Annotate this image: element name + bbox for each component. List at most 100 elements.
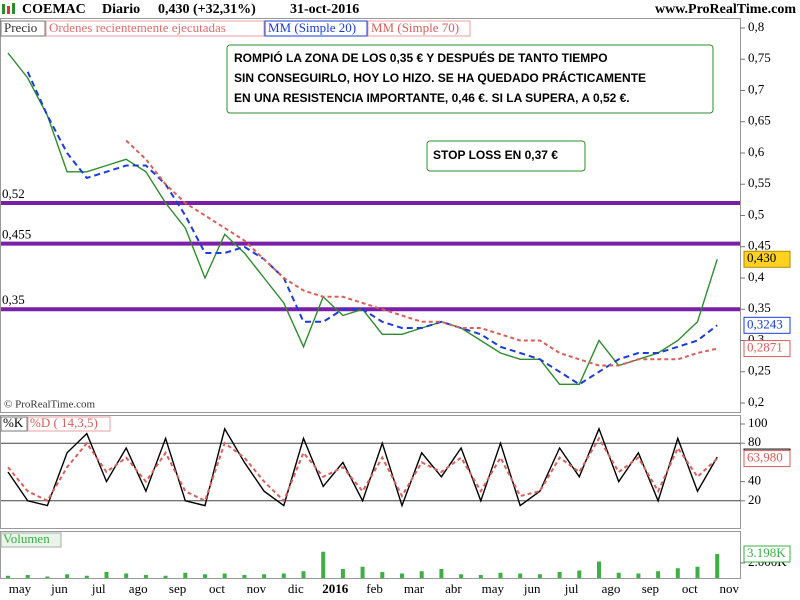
- legend-box: [0, 416, 28, 432]
- bar: [518, 573, 523, 578]
- annotation: STOP LOSS EN 0,37 €: [433, 148, 558, 162]
- annotation: ROMPIÓ LA ZONA DE LOS 0,35 € Y DESPUÉS D…: [234, 50, 608, 65]
- value-label-box: [743, 340, 791, 358]
- x-tick-label: abr: [445, 581, 462, 596]
- copyright: © ProRealTime.com: [4, 399, 96, 411]
- bar: [222, 573, 227, 578]
- legend-box: [0, 20, 46, 37]
- bar: [183, 572, 188, 578]
- x-tick-label: oct: [682, 581, 698, 596]
- legend-entry: Precio: [4, 20, 37, 35]
- value-label-box: [743, 545, 791, 563]
- bar: [124, 573, 129, 578]
- bar: [65, 574, 70, 578]
- y-tick-label: 0,55: [748, 175, 771, 190]
- bar: [597, 561, 601, 578]
- x-tick-label: ago: [129, 581, 148, 596]
- symbol: COEMAC: [22, 2, 86, 17]
- period: Diario: [102, 2, 140, 17]
- annotation: EN UNA RESISTENCIA IMPORTANTE, 0,46 €. S…: [234, 91, 630, 105]
- x-tick-label: may: [482, 581, 505, 596]
- bar: [537, 574, 542, 578]
- bar: [616, 572, 621, 578]
- legend-entry: Volumen: [3, 531, 50, 546]
- bar: [262, 574, 267, 578]
- bar: [577, 570, 582, 578]
- x-tick-label: sep: [169, 581, 186, 596]
- x-tick-label: nov: [247, 581, 267, 596]
- y-tick-label: 0,35: [748, 300, 771, 315]
- y-tick-label: 0,45: [748, 238, 771, 253]
- value-label-box: [743, 250, 791, 268]
- bar: [380, 572, 385, 578]
- y-tick-label: 0,5: [748, 206, 764, 221]
- bar: [143, 575, 148, 578]
- x-tick-label: nov: [719, 581, 739, 596]
- y-tick-label: 0,65: [748, 113, 771, 128]
- level-label: 0,455: [2, 227, 31, 242]
- bar: [400, 573, 404, 578]
- y-tick-label: 20: [748, 492, 761, 507]
- bar: [715, 554, 720, 578]
- level-label: 0,35: [2, 292, 25, 307]
- legend-box: [45, 20, 265, 37]
- bar: [656, 571, 661, 578]
- value-label-box: [743, 450, 791, 468]
- y-tick-label: 40: [748, 473, 761, 488]
- x-tick-label: jul: [564, 581, 579, 596]
- bar: [459, 574, 464, 578]
- x-tick-label: jul: [91, 581, 106, 596]
- value-label: 0,3243: [747, 316, 783, 331]
- series-line: [7, 426, 718, 508]
- value-label-box: [743, 316, 791, 334]
- bar: [419, 571, 424, 578]
- legend-entry: MM (Simple 70): [371, 20, 459, 35]
- legend-entry: %D ( 14,3,5): [30, 415, 98, 430]
- level-label: 0,52: [2, 186, 25, 201]
- x-tick-label: mar: [404, 581, 425, 596]
- y-tick-label: 0,75: [748, 50, 771, 65]
- y-tick-label: 100: [748, 415, 768, 430]
- value-label: 0,2871: [747, 340, 783, 355]
- bar: [6, 575, 10, 578]
- bar: [281, 573, 286, 578]
- legend-box: [264, 20, 368, 37]
- site: www.ProRealTime.com: [655, 2, 796, 17]
- bar: [340, 569, 345, 578]
- bar: [45, 576, 50, 578]
- series-line: [125, 139, 718, 367]
- logo: [2, 4, 5, 14]
- bar: [636, 573, 641, 578]
- y-tick-label: 80: [748, 434, 761, 449]
- logo: [12, 3, 15, 14]
- series-line: [26, 71, 718, 386]
- y-tick-label: 0,4: [748, 269, 765, 284]
- bar: [439, 569, 444, 578]
- volume-panel: [0, 531, 741, 579]
- bar: [498, 572, 503, 578]
- bar: [321, 551, 326, 578]
- y-tick-label: 0,2: [748, 394, 764, 409]
- bar: [695, 566, 700, 578]
- bar: [360, 566, 365, 578]
- y-tick-label: 0,25: [748, 363, 771, 378]
- y-tick-label: 0,8: [748, 19, 764, 34]
- legend-box: [27, 416, 111, 432]
- bar: [84, 575, 89, 578]
- legend-box: [367, 20, 471, 37]
- value-label: 3.198K: [747, 545, 786, 560]
- x-tick-label: dic: [288, 581, 304, 596]
- value-label: 63,980: [747, 450, 783, 465]
- x-tick-label: 2016: [322, 581, 349, 596]
- stoch-panel: [0, 415, 741, 529]
- x-tick-label: jun: [50, 581, 68, 596]
- legend-entry: Ordenes recientemente ejecutadas: [49, 20, 226, 35]
- legend-entry: MM (Simple 20): [268, 20, 356, 35]
- date: 31-oct-2016: [290, 2, 359, 17]
- legend-box: [0, 532, 62, 548]
- value-label: 0,430: [747, 250, 776, 265]
- bar: [675, 568, 680, 578]
- quote: 0,430 (+32,31%): [158, 2, 256, 17]
- bar: [478, 575, 483, 578]
